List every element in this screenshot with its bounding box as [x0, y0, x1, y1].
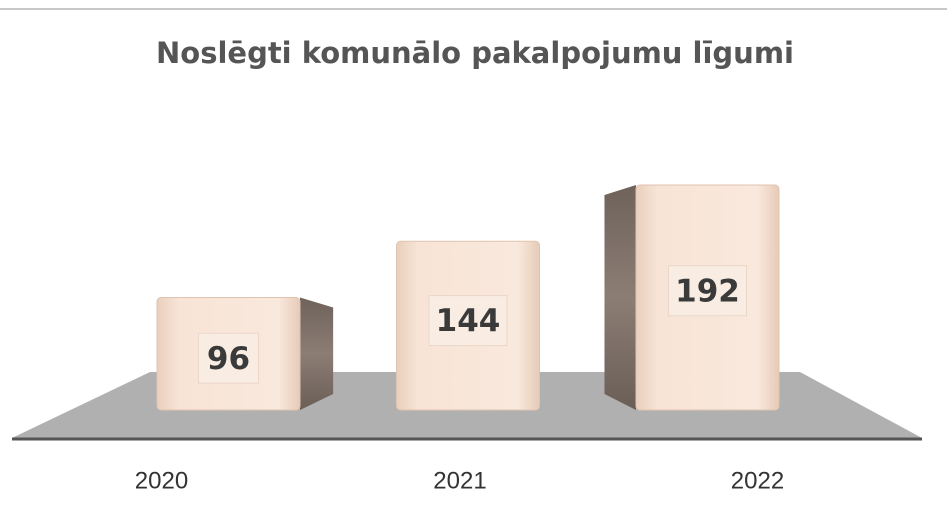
bar-side — [604, 185, 636, 410]
x-tick-label: 2020 — [135, 467, 188, 494]
x-tick-label: 2022 — [731, 467, 784, 494]
value-label: 96 — [207, 341, 250, 377]
value-label-box — [428, 295, 508, 347]
value-label: 144 — [436, 303, 501, 339]
chart-title: Noslēgti komunālo pakalpojumu līgumi — [156, 36, 794, 70]
x-tick-label: 2021 — [433, 467, 486, 494]
value-label-box — [198, 332, 259, 384]
bar-side — [300, 297, 334, 410]
value-label-box — [668, 265, 747, 317]
value-label: 192 — [675, 273, 740, 309]
